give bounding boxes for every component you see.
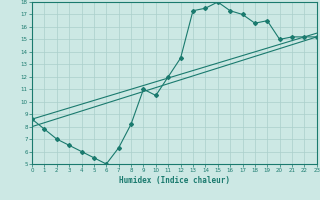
- X-axis label: Humidex (Indice chaleur): Humidex (Indice chaleur): [119, 176, 230, 185]
